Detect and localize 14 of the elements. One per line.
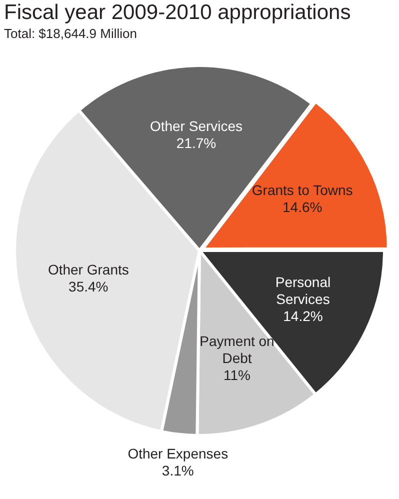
slice-label: Other Services <box>150 118 243 134</box>
data-label: 35.4% <box>68 278 108 294</box>
chart-title: Fiscal year 2009-2010 appropriations <box>3 0 352 26</box>
chart-subtitle: Total: $18,644.9 Million <box>3 26 138 42</box>
slice-label: Grants to Towns <box>252 182 353 198</box>
slice-label: Other Expenses <box>128 446 228 462</box>
slice-label: Other Grants <box>48 261 129 278</box>
data-label: 11% <box>224 366 250 383</box>
data-label: 21.7% <box>176 135 216 152</box>
slice-label: Personal Services <box>275 274 331 307</box>
data-label: 14.6% <box>282 199 322 216</box>
slice-label: Payment on Debt <box>200 332 274 366</box>
data-label: 14.2% <box>283 308 323 324</box>
data-label: 3.1% <box>162 462 194 479</box>
